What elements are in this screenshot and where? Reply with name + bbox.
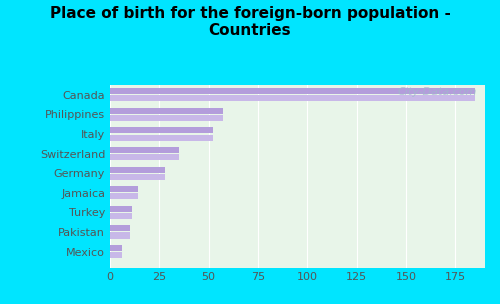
Bar [110, 252, 122, 258]
Bar [110, 88, 475, 94]
Bar [110, 95, 475, 102]
Bar [110, 147, 179, 153]
Bar [110, 206, 132, 212]
Bar [110, 167, 166, 173]
Bar [110, 213, 132, 219]
Bar [110, 154, 179, 160]
Bar [110, 127, 212, 133]
Bar [110, 174, 166, 180]
Bar [110, 115, 222, 121]
Bar [110, 193, 138, 199]
Bar [110, 233, 130, 239]
Bar [110, 225, 130, 231]
Bar [110, 245, 122, 251]
Bar [110, 108, 222, 114]
Text: City-Data.com: City-Data.com [398, 87, 477, 97]
Bar [110, 186, 138, 192]
Text: Place of birth for the foreign-born population -
Countries: Place of birth for the foreign-born popu… [50, 6, 450, 39]
Bar [110, 135, 212, 141]
